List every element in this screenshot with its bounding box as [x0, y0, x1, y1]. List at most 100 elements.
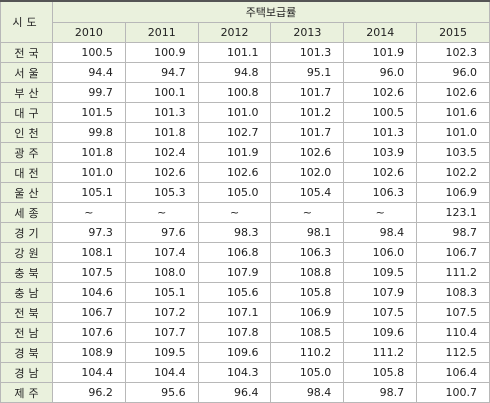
year-header: 2014	[343, 22, 418, 43]
value-cell: 107.5	[343, 302, 418, 323]
region-cell: 경남	[0, 362, 53, 383]
table-row: 세종 ~ ~ ~ ~ ~123.1	[0, 202, 490, 223]
value-cell: 101.8	[52, 142, 126, 163]
value-cell: 107.5	[416, 302, 490, 323]
region-cell: 광주	[0, 142, 53, 163]
table-row: 제주 96.2 95.6 96.4 98.4 98.7 100.7	[0, 382, 490, 403]
value-cell: 109.6	[343, 322, 418, 343]
value-cell: 102.6	[197, 162, 272, 183]
value-cell: 110.2	[270, 342, 345, 363]
value-cell: 108.0	[124, 262, 199, 283]
value-cell: 103.5	[416, 142, 490, 163]
region-cell: 전국	[0, 42, 53, 63]
table-row: 전북 106.7 107.2 107.1 106.9 107.5 107.5	[0, 302, 490, 323]
value-cell: 96.4	[197, 382, 272, 403]
table-row: 광주 101.8 102.4 101.9 102.6 103.9 103.5	[0, 142, 490, 163]
value-cell: 101.6	[416, 102, 490, 123]
value-cell: 102.6	[416, 82, 490, 103]
value-cell: 105.1	[52, 182, 126, 203]
table-row: 경북 108.9 109.5 109.6 110.2 111.2 112.5	[0, 342, 490, 363]
value-cell: 102.2	[416, 162, 490, 183]
value-cell: 107.9	[197, 262, 272, 283]
value-cell: 101.0	[52, 162, 126, 183]
value-cell: 101.3	[270, 42, 345, 63]
region-cell: 제주	[0, 382, 53, 403]
region-header: 시도	[0, 0, 53, 43]
value-cell: 102.6	[343, 162, 418, 183]
value-cell: 105.1	[124, 282, 199, 303]
value-cell: 107.7	[124, 322, 199, 343]
value-cell: 107.1	[197, 302, 272, 323]
value-cell: ~	[343, 202, 418, 223]
value-cell: 101.7	[270, 122, 345, 143]
value-cell: 105.0	[197, 182, 272, 203]
value-cell: 99.8	[52, 122, 126, 143]
value-cell: ~	[270, 202, 345, 223]
value-cell: 96.0	[416, 62, 490, 83]
value-cell: 111.2	[343, 342, 418, 363]
value-cell: 101.9	[343, 42, 418, 63]
region-cell: 부산	[0, 82, 53, 103]
value-cell: 101.3	[124, 102, 199, 123]
group-header: 주택보급률	[52, 0, 490, 23]
table-row: 전국 100.5 100.9 101.1 101.3 101.9 102.3	[0, 42, 490, 63]
value-cell: ~	[52, 202, 126, 223]
value-cell: 108.8	[270, 262, 345, 283]
value-cell: 102.3	[416, 42, 490, 63]
value-cell: 106.8	[197, 242, 272, 263]
table-row: 울산 105.1 105.3 105.0 105.4 106.3 106.9	[0, 182, 490, 203]
value-cell: 98.1	[270, 222, 345, 243]
value-cell: 101.0	[416, 122, 490, 143]
value-cell: 97.3	[52, 222, 126, 243]
value-cell: 104.3	[197, 362, 272, 383]
year-header: 2013	[270, 22, 345, 43]
value-cell: 108.3	[416, 282, 490, 303]
value-cell: 107.2	[124, 302, 199, 323]
value-cell: 107.5	[52, 262, 126, 283]
value-cell: 107.4	[124, 242, 199, 263]
region-cell: 울산	[0, 182, 53, 203]
value-cell: 95.6	[124, 382, 199, 403]
value-cell: 106.7	[416, 242, 490, 263]
value-cell: 101.9	[197, 142, 272, 163]
value-cell: 106.4	[416, 362, 490, 383]
value-cell: 105.8	[343, 362, 418, 383]
region-cell: 강원	[0, 242, 53, 263]
value-cell: 112.5	[416, 342, 490, 363]
value-cell: 100.8	[197, 82, 272, 103]
value-cell: 104.4	[52, 362, 126, 383]
value-cell: 97.6	[124, 222, 199, 243]
table-row: 대구 101.5 101.3 101.0 101.2 100.5 101.6	[0, 102, 490, 123]
table-row: 대전 101.0 102.6 102.6 102.0 102.6 102.2	[0, 162, 490, 183]
value-cell: 106.9	[416, 182, 490, 203]
value-cell: 106.0	[343, 242, 418, 263]
value-cell: 123.1	[416, 202, 490, 223]
value-cell: 105.0	[270, 362, 345, 383]
value-cell: 106.3	[270, 242, 345, 263]
value-cell: 100.5	[343, 102, 418, 123]
value-cell: 109.5	[124, 342, 199, 363]
value-cell: 109.5	[343, 262, 418, 283]
region-cell: 세종	[0, 202, 53, 223]
value-cell: 99.7	[52, 82, 126, 103]
table-row: 경기 97.3 97.6 98.3 98.1 98.4 98.7	[0, 222, 490, 243]
value-cell: 101.1	[197, 42, 272, 63]
value-cell: 101.2	[270, 102, 345, 123]
value-cell: 96.0	[343, 62, 418, 83]
value-cell: 101.5	[52, 102, 126, 123]
region-cell: 충남	[0, 282, 53, 303]
value-cell: 105.6	[197, 282, 272, 303]
value-cell: 94.7	[124, 62, 199, 83]
region-cell: 대구	[0, 102, 53, 123]
table-row: 경남 104.4 104.4 104.3 105.0 105.8 106.4	[0, 362, 490, 383]
year-header: 2015	[416, 22, 490, 43]
value-cell: 98.4	[270, 382, 345, 403]
value-cell: 102.6	[124, 162, 199, 183]
region-cell: 충북	[0, 262, 53, 283]
value-cell: 98.3	[197, 222, 272, 243]
value-cell: 109.6	[197, 342, 272, 363]
table-row: 충북 107.5 108.0 107.9 108.8 109.5 111.2	[0, 262, 490, 283]
value-cell: 98.7	[343, 382, 418, 403]
